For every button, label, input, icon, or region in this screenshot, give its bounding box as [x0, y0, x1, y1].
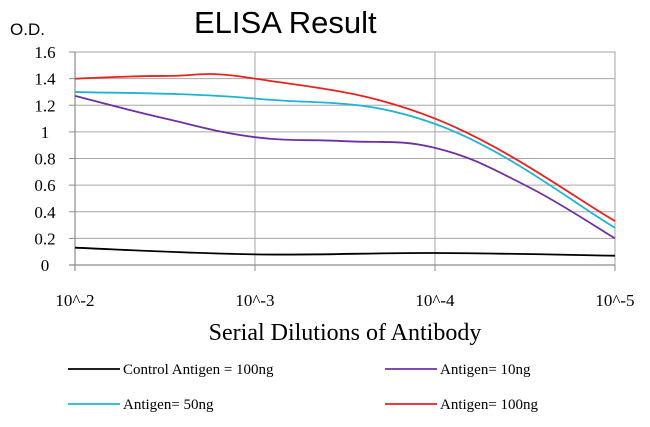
legend-label: Control Antigen = 100ng [123, 362, 274, 378]
legend-label: Antigen= 10ng [440, 362, 531, 378]
y-tick-label: 1.4 [34, 70, 56, 89]
y-tick-label: 0.4 [34, 203, 56, 222]
legend-label: Antigen= 50ng [123, 397, 214, 413]
x-tick-label: 10^-4 [415, 291, 455, 310]
y-tick-label: 0.6 [34, 176, 55, 195]
x-tick-label: 10^-5 [595, 291, 634, 310]
legend-item: Antigen= 100ng [385, 397, 539, 413]
legend-item: Antigen= 10ng [385, 362, 531, 378]
axes [69, 51, 616, 271]
chart-title: ELISA Result [194, 5, 377, 40]
legend-label: Antigen= 100ng [440, 397, 539, 413]
y-tick-label: 0.2 [34, 229, 55, 248]
series-line-1 [74, 246, 616, 257]
x-tick-label: 10^-3 [235, 291, 274, 310]
y-tick-label: 1 [41, 123, 50, 142]
x-axis-label: Serial Dilutions of Antibody [209, 320, 482, 346]
series-line-3 [74, 91, 616, 229]
y-tick-label: 1.2 [34, 96, 55, 115]
legend-item: Antigen= 50ng [68, 397, 214, 413]
series-line-4 [74, 73, 616, 222]
y-tick-label: 0.8 [34, 150, 55, 169]
x-tick-label: 10^-2 [55, 291, 94, 310]
x-tick-labels: 10^-2 10^-3 10^-4 10^-5 [55, 291, 634, 310]
y-axis-label: O.D. [10, 20, 45, 39]
series-line-2 [74, 95, 616, 240]
legend: Control Antigen = 100ng Antigen= 10ng Anti… [68, 362, 539, 413]
y-tick-labels: 0 0.2 0.4 0.6 0.8 1 1.2 1.4 1.6 [34, 43, 56, 275]
series-lines [74, 73, 616, 257]
y-tick-label: 0 [41, 256, 50, 275]
y-tick-label: 1.6 [34, 43, 55, 62]
legend-item: Control Antigen = 100ng [68, 362, 274, 378]
